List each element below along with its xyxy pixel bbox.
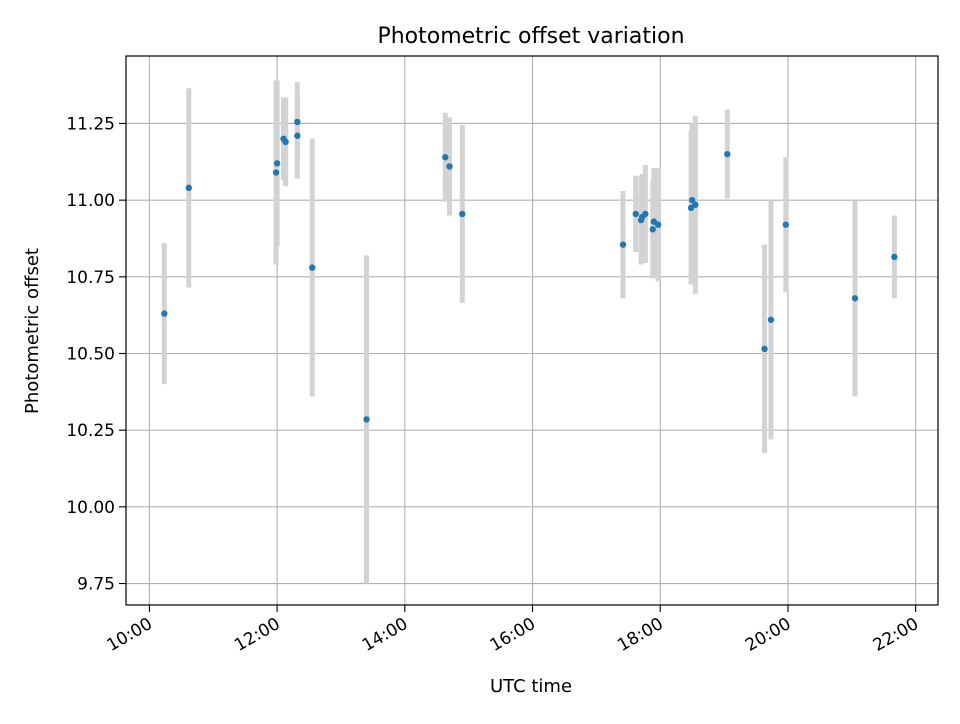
data-point (632, 210, 639, 218)
data-point (891, 253, 898, 261)
data-point (459, 210, 466, 218)
y-tick-label: 10.25 (66, 421, 115, 441)
y-tick-label: 11.25 (66, 114, 115, 134)
data-point (724, 150, 731, 158)
data-point (309, 264, 316, 271)
y-axis-ticks: 9.75 10.00 10.25 10.50 10.75 11.00 11.25 (66, 114, 126, 595)
x-tick-label: 14:00 (359, 614, 411, 656)
y-tick-label: 9.75 (77, 575, 115, 595)
data-point (273, 160, 281, 167)
data-point (282, 138, 289, 146)
data-point (654, 221, 662, 228)
grid-lines (126, 56, 938, 605)
y-axis-label: Photometric offset (22, 248, 43, 414)
x-tick-label: 12:00 (231, 614, 283, 656)
data-point (649, 226, 656, 233)
y-tick-label: 10.75 (66, 268, 115, 288)
x-tick-label: 18:00 (614, 614, 666, 656)
data-point (619, 241, 627, 248)
x-tick-label: 20:00 (742, 614, 794, 656)
error-bars (161, 80, 897, 584)
x-tick-label: 10:00 (103, 614, 155, 656)
data-point (446, 163, 453, 170)
data-point (761, 345, 768, 353)
x-axis-ticks: 10:00 12:00 14:00 16:00 18:00 20:00 22:00 (103, 605, 922, 656)
data-point (851, 295, 859, 302)
chart-title: Photometric offset variation (377, 24, 684, 49)
y-tick-label: 11.00 (66, 191, 115, 211)
data-points (161, 118, 898, 423)
data-point (272, 169, 280, 176)
data-point (185, 184, 192, 192)
data-point (294, 132, 301, 139)
data-point (692, 201, 699, 208)
data-point (161, 310, 168, 317)
x-axis-label: UTC time (490, 676, 572, 697)
x-tick-label: 16:00 (487, 614, 539, 656)
data-point (294, 118, 301, 126)
y-tick-label: 10.00 (66, 498, 115, 518)
x-tick-label: 22:00 (870, 614, 922, 656)
y-tick-label: 10.50 (66, 345, 115, 365)
data-point (642, 210, 649, 218)
data-point (442, 154, 449, 161)
data-point (363, 416, 370, 423)
data-point (767, 316, 775, 323)
data-point (688, 196, 696, 204)
data-point (782, 221, 790, 228)
